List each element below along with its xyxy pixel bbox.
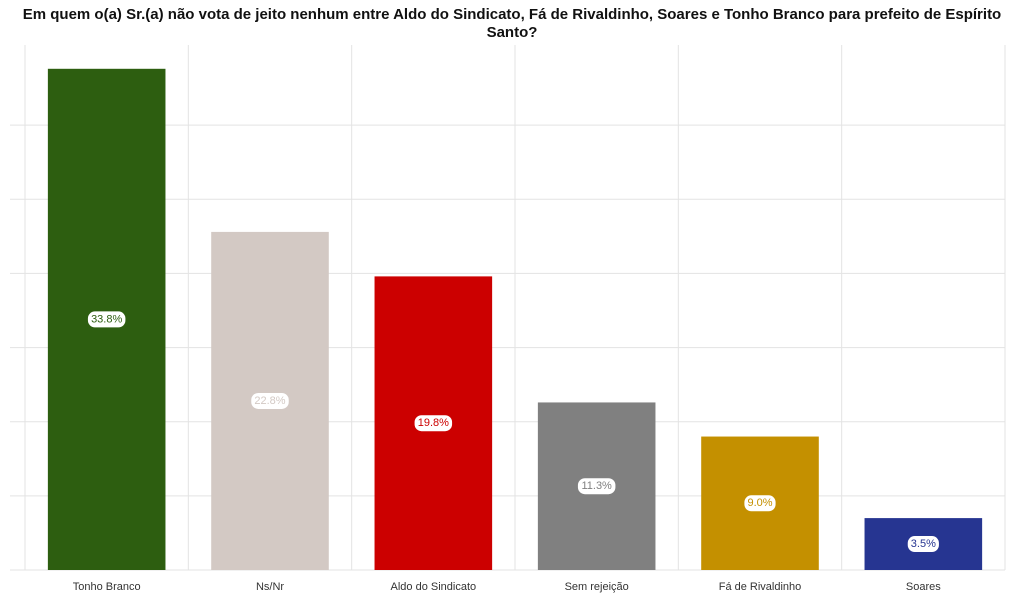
x-tick-label: Ns/Nr	[256, 581, 284, 593]
value-label: 3.5%	[911, 538, 936, 550]
x-tick-label: Sem rejeição	[565, 581, 629, 593]
x-tick-label: Fá de Rivaldinho	[719, 581, 802, 593]
label-box	[87, 311, 126, 328]
chart-title: Em quem o(a) Sr.(a) não vota de jeito ne…	[22, 6, 1002, 41]
x-tick-label: Aldo do Sindicato	[391, 581, 477, 593]
x-tick-label: Tonho Branco	[73, 581, 141, 593]
label-box	[907, 536, 939, 553]
label-box	[251, 392, 289, 409]
value-label: 9.0%	[747, 497, 772, 509]
x-tick-label: Soares	[906, 581, 941, 593]
label-box	[414, 415, 453, 432]
value-label: 19.8%	[418, 417, 449, 429]
value-label: 33.8%	[91, 313, 122, 325]
value-label: 11.3%	[581, 480, 612, 492]
label-box	[744, 495, 776, 512]
value-label: 22.8%	[254, 395, 285, 407]
label-box	[577, 478, 616, 495]
